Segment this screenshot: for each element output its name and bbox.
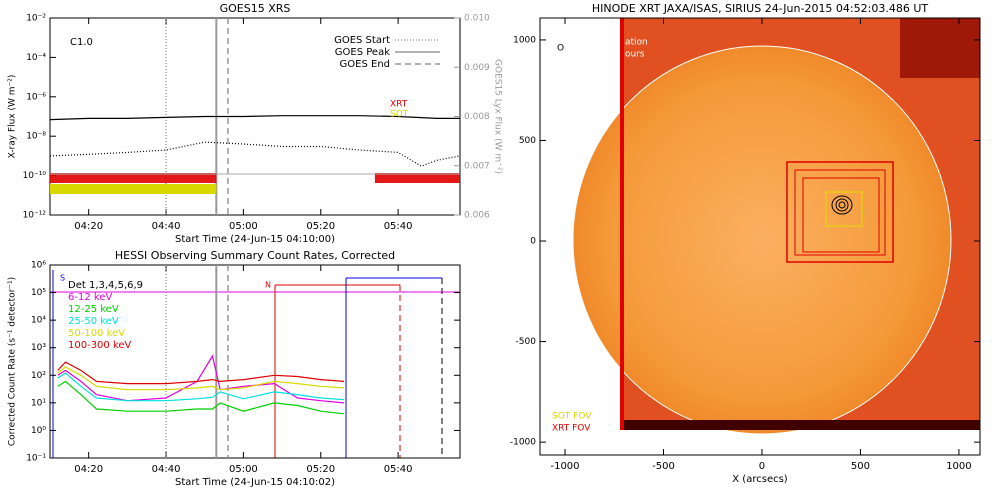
count-rate-line (57, 380, 345, 415)
y-tick-label: 10⁻¹ (26, 454, 46, 464)
annotation: N (265, 281, 271, 290)
annotation: XRT (390, 100, 408, 110)
sot-fov-box (825, 191, 863, 227)
contour (831, 195, 853, 215)
x-tick-label: 05:00 (229, 464, 258, 475)
y-tick-label: 10⁵ (31, 288, 46, 298)
x-tick-label: 500 (851, 461, 870, 472)
legend-label: 12-25 keV (68, 304, 119, 315)
x-tick-label: 05:20 (306, 221, 335, 232)
x-axis-label: X (arcsecs) (732, 474, 788, 485)
legend-label: 100-300 keV (68, 340, 132, 351)
image-corner (900, 18, 980, 78)
x-tick-label: 05:40 (384, 464, 413, 475)
y-tick-label: 500 (519, 136, 536, 146)
y-tick-label: 10⁻² (26, 14, 46, 24)
solar-disk (572, 45, 952, 435)
y-tick-label: 10⁻¹² (23, 211, 47, 221)
flux-line (49, 141, 461, 167)
y2-tick-label: 0.008 (464, 112, 490, 122)
y-tick-label: 10⁴ (31, 316, 46, 326)
y-axis-label: Corrected Count Rate (s⁻¹ detector⁻¹) (8, 277, 18, 446)
count-rate-line (57, 354, 345, 404)
y-tick-label: 10³ (31, 343, 46, 353)
x-tick-label: 05:20 (306, 464, 335, 475)
legend-label: GOES Start (334, 35, 390, 46)
x-tick-label: -1000 (550, 461, 579, 472)
y2-tick-label: 0.010 (464, 14, 490, 24)
annotation: SOT (390, 110, 409, 120)
xrt-fov-box (802, 177, 880, 253)
x-tick-label: 05:00 (229, 221, 258, 232)
count-rate-line (57, 366, 345, 391)
chart-title: HINODE XRT JAXA/ISAS, SIRIUS 24-Jun-2015… (592, 2, 929, 15)
annotation: XRT FOV (552, 424, 591, 434)
y-tick-label: 10⁶ (31, 261, 46, 271)
count-rate-line (57, 361, 345, 385)
annotation: S (60, 274, 65, 283)
y-tick-label: 10⁻¹⁰ (23, 171, 47, 181)
coverage-bar (50, 184, 217, 194)
count-rate-line (57, 372, 345, 402)
y-tick-label: 0 (530, 237, 536, 247)
legend-label: 50-100 keV (68, 328, 125, 339)
annotation: SOT FOV (552, 412, 592, 422)
solar-image (572, 18, 980, 435)
y-tick-label: 10⁻⁸ (26, 132, 46, 142)
annotation: C1.0 (70, 37, 93, 48)
contour (835, 198, 849, 212)
xrt-fov-box (786, 161, 894, 263)
y-tick-label: -1000 (510, 438, 536, 448)
legend-label: 6-12 keV (68, 292, 112, 303)
annotation: O (557, 44, 564, 54)
legend-title: Det 1,3,4,5,6,9 (68, 280, 143, 291)
chart-title: GOES15 XRS (220, 2, 291, 15)
y-axis-label: X-ray Flux (W m⁻²) (8, 75, 18, 159)
y-tick-label: 10⁻⁶ (26, 92, 46, 102)
x-tick-label: 04:40 (152, 221, 181, 232)
flux-line (49, 115, 460, 121)
x-tick-label: 05:40 (384, 221, 413, 232)
y-tick-label: 10² (31, 371, 46, 381)
y2-tick-label: 0.009 (464, 63, 490, 73)
y-tick-label: -500 (516, 337, 537, 347)
y2-axis-label: GOES15 Lyx Flux (W m⁻²) (493, 59, 503, 174)
y-tick-label: 1000 (513, 35, 536, 45)
y2-tick-label: 0.006 (464, 211, 490, 221)
image-edge (624, 420, 980, 430)
legend-label: GOES Peak (335, 47, 390, 58)
x-tick-label: 04:40 (152, 464, 181, 475)
annotation: ation (625, 38, 648, 48)
y-tick-label: 10¹ (31, 398, 46, 408)
x-tick-label: 04:20 (74, 464, 103, 475)
x-tick-label: 0 (759, 461, 765, 472)
contour (838, 201, 846, 209)
plot-frame (539, 17, 981, 456)
coverage-bar (50, 173, 217, 183)
x-tick-label: 04:20 (74, 221, 103, 232)
legend-label: GOES End (340, 59, 390, 70)
x-axis-label: Start Time (24-Jun-15 04:10:00) (175, 234, 335, 245)
annotation: ours (625, 50, 645, 60)
x-tick-label: 1000 (946, 461, 971, 472)
plot-frame (49, 264, 461, 459)
legend-label: 25-50 keV (68, 316, 119, 327)
xrt-fov-edge (620, 18, 624, 430)
y2-tick-label: 0.007 (464, 161, 490, 171)
x-axis-label: Start Time (24-Jun-15 04:10:02) (175, 477, 335, 488)
chart-title: HESSI Observing Summary Count Rates, Cor… (115, 249, 395, 262)
x-tick-label: -500 (652, 461, 675, 472)
y-tick-label: 10⁻⁴ (26, 53, 46, 63)
y-tick-label: 10⁰ (31, 426, 46, 436)
xrt-fov-box (794, 169, 886, 256)
coverage-bar (374, 173, 460, 183)
